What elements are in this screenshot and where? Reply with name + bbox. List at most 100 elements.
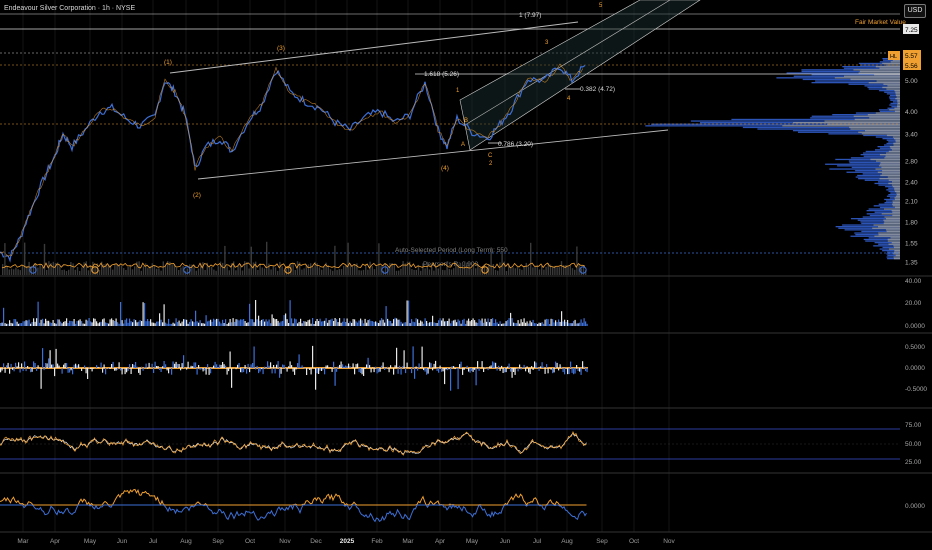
vol-spike [138,321,140,326]
price-axis[interactable]: 5.00 4.00 3.40 2.80 2.40 2.10 1.80 1.55 1.35 [905,78,918,267]
vol-spike [451,320,453,326]
osc-bar [189,367,191,368]
event-marker[interactable] [481,266,489,274]
vol-spike [102,319,104,326]
fib-0382-label: 0.382 (4.72) [580,86,615,93]
vol-spike [448,318,450,326]
osc-bar [487,368,489,371]
volume-bar [215,270,217,275]
vol-spike [432,315,434,326]
osc-bar [6,365,8,368]
vol-spike [222,319,224,326]
profile-bar [868,237,900,239]
osc-bar [373,368,375,373]
volume-bar [70,262,72,275]
vol-spike [1,322,3,326]
osc-bar [318,368,320,374]
osc-bar [168,368,170,374]
event-marker[interactable] [29,266,37,274]
vol-spike [240,319,242,326]
volume-bar [556,267,558,275]
volume-bar [193,264,195,275]
volume-bar [367,269,369,275]
vol-spike [558,319,560,326]
event-marker[interactable] [381,266,389,274]
osc-bar [489,366,491,368]
event-marker[interactable] [284,266,292,274]
volume-bar [241,270,244,275]
event-markers[interactable] [29,266,587,274]
volume-bar [563,265,565,275]
osc-bar [375,366,377,368]
vol-spike [519,323,521,326]
volume-bar [101,261,103,275]
osc-bar [148,362,150,368]
vol-spike [262,319,264,326]
currency-button[interactable]: USD [904,4,926,18]
profile-bar-inner [892,181,900,183]
volume-bar [360,270,362,275]
vol-spike [478,319,480,326]
vol-spike [456,322,458,326]
vol-spike [193,322,195,326]
volume-bar [268,263,270,275]
vol-spike [556,322,558,326]
profile-bar-inner [882,86,900,89]
osc-bar [117,368,119,370]
profile-bar-inner [894,197,900,199]
vol-spike [381,318,383,326]
osc-bar [552,368,554,374]
osc-bar [399,365,401,368]
osc-bar [441,368,443,372]
volume-bar [530,242,532,275]
event-marker[interactable] [91,266,99,274]
profile-bar [879,206,900,209]
profile-bar-inner [876,160,900,162]
osc-bar [330,367,332,368]
vol-spike [283,315,285,326]
volume-bar [437,268,439,275]
osc-bar [222,362,224,368]
osc-bar [1,368,3,371]
profile-bar-inner [894,107,900,109]
profile-bar-inner [870,158,900,161]
vol-spike [172,322,174,326]
volume-bar [50,263,52,275]
price-tick: 1.35 [905,260,918,267]
vol-spike [63,321,65,326]
osc-bar [553,368,555,373]
vol-spike [252,319,254,326]
vol-spike [226,324,228,326]
osc-bar [498,365,500,368]
vol-spike [457,319,459,326]
vol-spike [28,319,30,326]
vol-spike [247,322,249,326]
vol-spike [112,320,114,326]
subwave-5: 5 [599,3,603,9]
vol-spike [391,323,393,326]
osc-bar [277,361,279,368]
event-marker[interactable] [579,266,587,274]
volume-bar [167,261,169,275]
time-axis[interactable]: Mar Apr May Jun Jul Aug Sep Oct Nov Dec 2025 Feb Mar… [17,538,675,545]
profile-bar-inner [853,69,900,71]
profile-bar [848,160,900,162]
volume-bar [400,268,402,275]
profile-bar-inner [882,170,900,172]
volume-bar [272,265,274,275]
profile-bar-inner [834,77,900,79]
volume-bar [321,269,323,275]
volume-bar [307,264,310,275]
vol-spike [580,319,582,326]
volume-bar [4,243,6,275]
vol-spike [258,315,260,326]
volume-bar [417,264,420,275]
subwave-b: B [464,118,468,124]
osc-bar [388,368,390,373]
osc-bar [241,368,243,373]
osc-bar [42,348,44,368]
vol-spike [198,322,200,326]
vol-spike [114,321,116,326]
event-marker[interactable] [183,266,191,274]
